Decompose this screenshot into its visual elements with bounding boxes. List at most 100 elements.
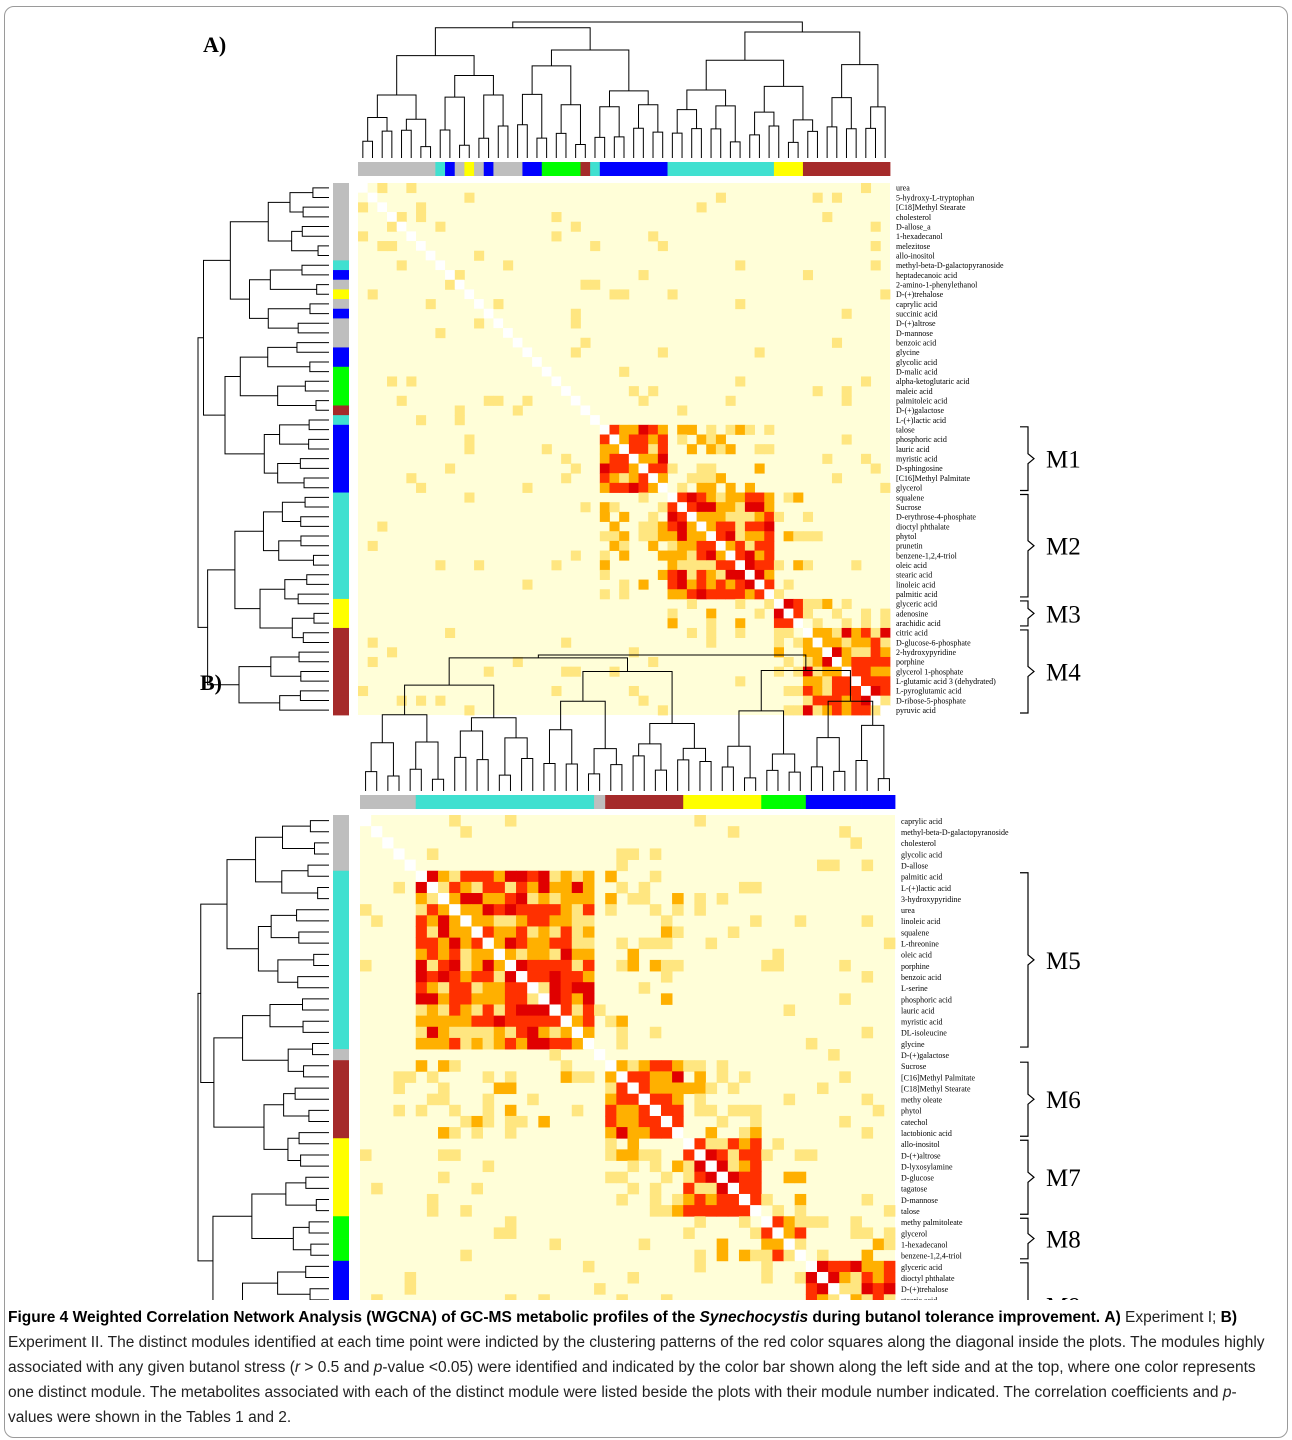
heatmap-cell bbox=[504, 1115, 517, 1128]
heatmap-cell bbox=[794, 1227, 807, 1239]
heatmap-cell bbox=[582, 1071, 595, 1083]
heatmap-cell bbox=[516, 993, 528, 1005]
heatmap-cell bbox=[471, 870, 484, 883]
dendrogram-branch bbox=[302, 998, 329, 1011]
heatmap-cell bbox=[683, 1060, 695, 1072]
heatmap-cell bbox=[735, 550, 746, 561]
dendrogram-branch bbox=[279, 424, 310, 445]
heatmap-cell bbox=[783, 627, 794, 639]
metabolite-label: methyl-beta-D-galactopyranoside bbox=[896, 261, 1004, 270]
color-bar-segment bbox=[333, 260, 349, 271]
color-bar-segment bbox=[850, 795, 862, 809]
heatmap-cell bbox=[638, 893, 651, 905]
heatmap-diagonal-cell bbox=[812, 637, 823, 648]
color-bar-segment bbox=[333, 1160, 349, 1173]
module-brace bbox=[1020, 493, 1035, 598]
heatmap-cell bbox=[504, 926, 517, 939]
heatmap-cell bbox=[464, 434, 475, 445]
heatmap-cell bbox=[725, 395, 736, 406]
color-bar-segment bbox=[503, 162, 514, 176]
heatmap-diagonal-cell bbox=[371, 826, 383, 838]
color-bar-segment bbox=[883, 795, 896, 809]
color-bar-segment bbox=[333, 971, 349, 983]
heatmap-cell bbox=[616, 1037, 628, 1050]
heatmap-cell bbox=[883, 1271, 896, 1284]
heatmap-cell bbox=[773, 589, 784, 600]
heatmap-cell bbox=[880, 627, 891, 639]
metabolite-label: allo-inositol bbox=[896, 251, 935, 260]
heatmap-cell bbox=[570, 221, 581, 232]
heatmap-cell bbox=[861, 1283, 874, 1295]
heatmap-cell bbox=[471, 1015, 484, 1028]
heatmap-cell bbox=[706, 627, 717, 639]
heatmap-cell bbox=[571, 948, 584, 961]
color-bar-segment bbox=[454, 162, 465, 176]
heatmap-cell bbox=[672, 1115, 684, 1128]
heatmap-cell bbox=[582, 893, 595, 905]
heatmap-cell bbox=[716, 1182, 729, 1195]
heatmap-cell bbox=[415, 1104, 428, 1117]
color-bar-segment bbox=[333, 915, 349, 927]
heatmap-cell bbox=[482, 881, 495, 894]
heatmap-cell bbox=[880, 685, 891, 697]
heatmap-cell bbox=[590, 279, 601, 290]
heatmap-cell bbox=[783, 1249, 796, 1262]
heatmap-cell bbox=[727, 1149, 740, 1161]
heatmap-cell bbox=[805, 1283, 818, 1295]
heatmap-cell bbox=[638, 1071, 651, 1083]
heatmap-cell bbox=[761, 1227, 773, 1239]
heatmap-cell bbox=[793, 637, 804, 648]
heatmap-cell bbox=[649, 1149, 662, 1161]
heatmap-cell bbox=[599, 473, 610, 484]
color-bar-segment bbox=[571, 795, 584, 809]
color-bar-segment bbox=[333, 1216, 349, 1228]
heatmap-cell bbox=[793, 705, 804, 716]
heatmap-cell bbox=[727, 1193, 740, 1206]
heatmap-cell bbox=[460, 870, 472, 883]
dendrogram-branch bbox=[277, 959, 314, 983]
heatmap-cell bbox=[482, 1026, 495, 1039]
heatmap-cell bbox=[438, 1015, 450, 1028]
heatmap-cell bbox=[560, 1071, 573, 1083]
heatmap-cell bbox=[415, 1015, 428, 1028]
color-bar-segment bbox=[333, 904, 349, 916]
heatmap-cell bbox=[872, 1271, 885, 1284]
heatmap-cell bbox=[794, 1238, 807, 1251]
dendrogram-branch bbox=[302, 206, 329, 218]
dendrogram-branch bbox=[308, 438, 329, 450]
heatmap-cell bbox=[764, 521, 775, 532]
dendrogram-branch bbox=[315, 400, 329, 411]
heatmap-cell bbox=[725, 482, 736, 493]
heatmap-cell bbox=[482, 926, 495, 939]
dendrogram-branch bbox=[277, 1271, 311, 1295]
heatmap-cell bbox=[764, 531, 775, 542]
module-label-m9: M9 bbox=[1046, 1293, 1081, 1300]
dendrogram-branch bbox=[298, 651, 329, 663]
heatmap-cell bbox=[474, 250, 485, 261]
heatmap-cell bbox=[715, 521, 726, 532]
metabolite-label: tagatose bbox=[901, 1185, 928, 1194]
dendrogram-branch bbox=[766, 769, 779, 791]
heatmap-diagonal-cell bbox=[816, 1271, 829, 1284]
metabolite-label: D-allose_a bbox=[896, 222, 931, 231]
heatmap-diagonal-cell bbox=[764, 589, 774, 599]
heatmap-cell bbox=[616, 1026, 628, 1039]
heatmap-diagonal-cell bbox=[377, 202, 388, 213]
heatmap-cell bbox=[744, 492, 755, 503]
metabolite-label: lauric acid bbox=[896, 445, 930, 454]
heatmap-cell bbox=[527, 959, 539, 972]
heatmap-cell bbox=[793, 685, 804, 697]
heatmap-cell bbox=[802, 531, 814, 542]
heatmap-cell bbox=[764, 424, 775, 435]
heatmap-cell bbox=[727, 1104, 740, 1117]
heatmap-cell bbox=[794, 1216, 807, 1228]
heatmap-cell bbox=[696, 531, 707, 542]
color-bar-segment bbox=[333, 1127, 349, 1139]
heatmap-cell bbox=[839, 1271, 851, 1284]
heatmap-cell bbox=[493, 1026, 506, 1039]
metabolite-label: glyceric acid bbox=[901, 1263, 942, 1272]
heatmap-cell bbox=[773, 560, 784, 571]
heatmap-cell bbox=[371, 915, 383, 927]
module-brace bbox=[1020, 1061, 1035, 1137]
heatmap-cell bbox=[754, 550, 765, 561]
